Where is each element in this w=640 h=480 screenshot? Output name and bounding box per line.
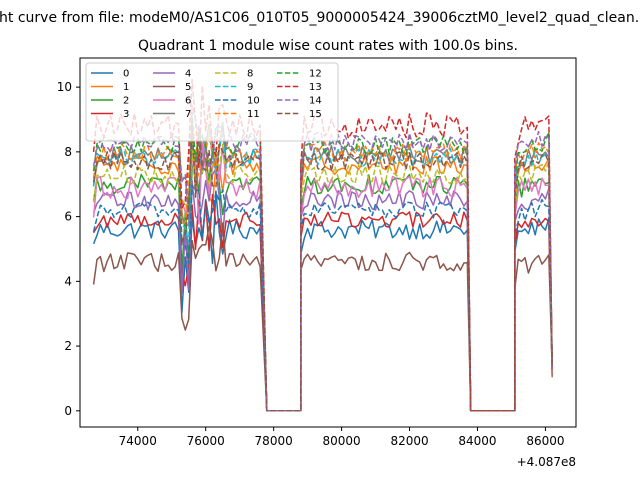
x-tick-label: 84000 bbox=[458, 434, 496, 448]
x-tick-label: 82000 bbox=[390, 434, 428, 448]
y-tick-label: 0 bbox=[64, 404, 72, 418]
series-layer bbox=[92, 78, 553, 412]
legend-label-5: 5 bbox=[185, 82, 191, 93]
legend-box bbox=[85, 62, 339, 142]
legend-label-12: 12 bbox=[309, 69, 322, 80]
y-tick-label: 8 bbox=[64, 145, 72, 159]
legend-label-13: 13 bbox=[309, 82, 322, 93]
x-tick-label: 80000 bbox=[322, 434, 360, 448]
series-line-11 bbox=[92, 119, 553, 412]
legend-label-9: 9 bbox=[247, 82, 253, 93]
x-tick-label: 74000 bbox=[119, 434, 157, 448]
series-line-2 bbox=[92, 148, 553, 412]
chart-title: Quadrant 1 module wise count rates with … bbox=[138, 38, 518, 54]
y-tick-label: 4 bbox=[64, 274, 72, 288]
legend-label-7: 7 bbox=[185, 109, 191, 120]
plot-frame bbox=[79, 57, 577, 428]
series-line-9 bbox=[92, 129, 553, 412]
x-tick-label: 86000 bbox=[526, 434, 564, 448]
series-line-5 bbox=[92, 222, 553, 412]
series-line-15 bbox=[92, 122, 553, 412]
x-axis: 74000 76000 78000 80000 82000 84000 86000 bbox=[119, 427, 565, 448]
legend-label-6: 6 bbox=[185, 96, 191, 107]
legend-label-11: 11 bbox=[247, 109, 260, 120]
y-tick-label: 6 bbox=[64, 210, 72, 224]
legend-label-14: 14 bbox=[309, 96, 322, 107]
x-tick-label: 76000 bbox=[187, 434, 225, 448]
series-line-6 bbox=[92, 142, 553, 412]
legend-label-8: 8 bbox=[247, 69, 253, 80]
x-tick-label: 78000 bbox=[255, 434, 293, 448]
series-line-3 bbox=[92, 193, 553, 412]
series-line-8 bbox=[92, 138, 553, 412]
y-tick-label: 2 bbox=[64, 339, 72, 353]
legend-label-3: 3 bbox=[123, 109, 129, 120]
legend-label-4: 4 bbox=[185, 69, 191, 80]
series-line-10 bbox=[92, 184, 553, 412]
legend-label-15: 15 bbox=[309, 109, 322, 120]
y-tick-label: 10 bbox=[57, 80, 72, 94]
x-axis-offset-label: +4.087e8 bbox=[517, 455, 576, 469]
legend-label-1: 1 bbox=[123, 82, 129, 93]
figure-suptitle: Light curve from file: modeM0/AS1C06_010… bbox=[0, 10, 640, 26]
legend-label-2: 2 bbox=[123, 96, 129, 107]
legend-label-10: 10 bbox=[247, 96, 260, 107]
legend-label-0: 0 bbox=[123, 69, 129, 80]
series-line-4 bbox=[92, 168, 553, 412]
series-line-7 bbox=[92, 121, 553, 412]
y-axis: 0 2 4 6 8 10 bbox=[57, 80, 80, 418]
